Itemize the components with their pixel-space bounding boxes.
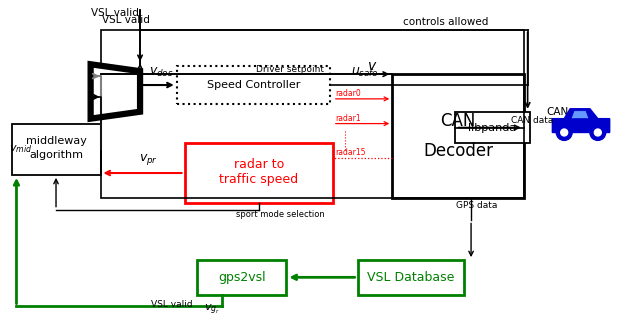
Bar <box>456 112 530 143</box>
Text: radar1: radar1 <box>335 114 360 123</box>
Circle shape <box>590 124 605 140</box>
Text: VSL Database: VSL Database <box>367 271 454 284</box>
Text: $v_{mid}$: $v_{mid}$ <box>8 143 32 155</box>
Text: GPS data: GPS data <box>456 201 497 210</box>
Text: CAN: CAN <box>546 107 568 117</box>
Text: sport mode selection: sport mode selection <box>236 210 325 219</box>
Text: CAN data: CAN data <box>511 116 554 125</box>
Bar <box>184 143 333 203</box>
Text: radar to: radar to <box>234 158 284 171</box>
Text: $v_{des}$: $v_{des}$ <box>150 66 174 79</box>
Circle shape <box>595 129 602 136</box>
Bar <box>12 124 100 175</box>
Bar <box>392 74 524 198</box>
Text: VSL valid: VSL valid <box>102 15 150 25</box>
Bar <box>197 260 286 295</box>
Bar <box>358 260 465 295</box>
Text: radar15: radar15 <box>335 148 365 157</box>
Text: gps2vsl: gps2vsl <box>218 271 266 284</box>
Text: Driver setpoint: Driver setpoint <box>257 65 324 74</box>
Text: VSL valid: VSL valid <box>91 8 138 18</box>
Text: $v_{pr}$: $v_{pr}$ <box>140 152 159 167</box>
Text: CAN: CAN <box>440 112 476 130</box>
Text: radar0: radar0 <box>335 89 360 98</box>
Polygon shape <box>571 111 589 119</box>
Text: algorithm: algorithm <box>29 150 83 160</box>
Bar <box>100 30 524 198</box>
Text: $u_{safe}$: $u_{safe}$ <box>351 66 378 79</box>
Circle shape <box>556 124 572 140</box>
Text: traffic speed: traffic speed <box>219 173 298 187</box>
Text: middleway: middleway <box>26 136 86 146</box>
Text: VSL valid: VSL valid <box>151 300 193 309</box>
Polygon shape <box>91 64 140 119</box>
Text: libpanda: libpanda <box>468 123 516 132</box>
Text: Speed Controller: Speed Controller <box>207 80 300 90</box>
Text: controls allowed: controls allowed <box>403 17 488 27</box>
Text: $v_{g_r}$: $v_{g_r}$ <box>204 302 220 317</box>
Text: Decoder: Decoder <box>423 142 493 160</box>
Polygon shape <box>552 109 610 132</box>
Circle shape <box>561 129 568 136</box>
Text: $v$: $v$ <box>367 59 378 73</box>
Bar <box>177 66 330 104</box>
